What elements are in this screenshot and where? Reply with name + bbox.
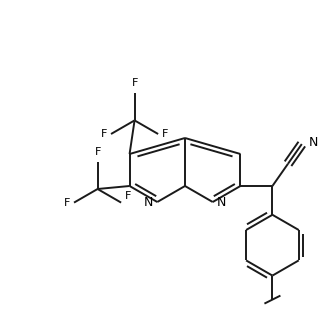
Text: N: N [309,136,318,148]
Text: F: F [101,129,107,139]
Text: F: F [131,78,138,88]
Text: N: N [217,195,226,209]
Text: F: F [64,198,70,208]
Text: N: N [144,195,153,209]
Text: F: F [162,129,169,139]
Text: F: F [125,191,131,201]
Text: F: F [95,147,101,157]
